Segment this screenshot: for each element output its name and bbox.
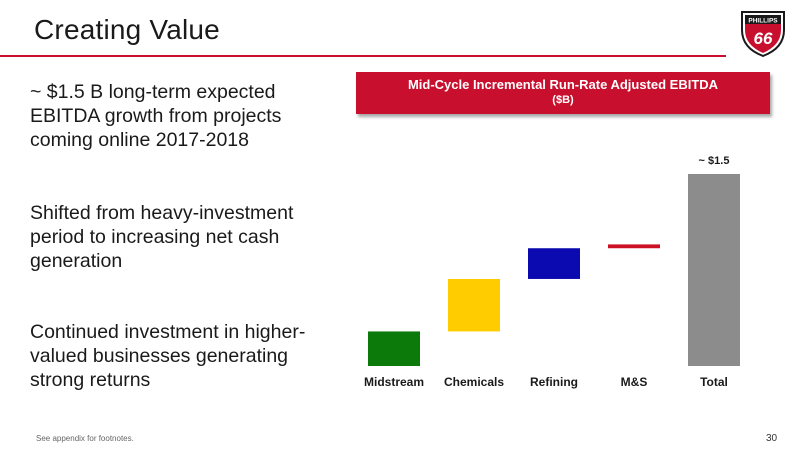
bar-m-s [608, 244, 660, 249]
bar-chemicals [448, 278, 500, 332]
bar-total [688, 174, 740, 366]
chart-subtitle: ($B) [552, 94, 574, 106]
bullet-item: Continued investment in higher-valued bu… [30, 321, 306, 391]
footnote: See appendix for footnotes. [36, 434, 134, 443]
x-tick-label: Chemicals [444, 375, 504, 389]
chart-title: Mid-Cycle Incremental Run-Rate Adjusted … [407, 77, 719, 92]
total-data-label: ~ $1.5 [699, 155, 730, 167]
logo-number: 66 [754, 29, 773, 48]
x-tick-label: Refining [530, 375, 578, 389]
waterfall-chart: Midstream Chemicals Refining M&S Total ~ $1.5 [364, 155, 740, 389]
chart-title-banner: Mid-Cycle Incremental Run-Rate Adjusted … [356, 72, 770, 114]
bar-refining [528, 248, 580, 279]
bar-midstream [368, 331, 420, 366]
x-tick-label: M&S [621, 375, 648, 389]
x-tick-label: Total [700, 375, 728, 389]
page-number: 30 [766, 433, 778, 444]
title-divider [0, 55, 726, 57]
logo-wordmark: PHILLIPS [748, 18, 778, 25]
bullet-item: Shifted from heavy-investment period to … [30, 202, 294, 272]
phillips66-logo: PHILLIPS 66 [741, 11, 785, 58]
bullet-item: ~ $1.5 B long-term expected EBITDA growt… [30, 81, 282, 151]
slide-title: Creating Value [34, 14, 220, 45]
x-tick-label: Midstream [364, 375, 424, 389]
